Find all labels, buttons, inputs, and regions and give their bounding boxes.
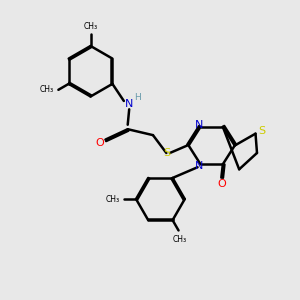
Text: S: S (259, 126, 266, 136)
Text: H: H (134, 93, 141, 102)
Text: N: N (195, 120, 203, 130)
Text: N: N (195, 161, 203, 171)
Text: CH₃: CH₃ (106, 194, 120, 203)
Text: CH₃: CH₃ (173, 235, 187, 244)
Text: O: O (217, 178, 226, 189)
Text: CH₃: CH₃ (83, 22, 98, 31)
Text: S: S (163, 148, 170, 158)
Text: O: O (96, 138, 104, 148)
Text: N: N (125, 99, 134, 109)
Text: CH₃: CH₃ (40, 85, 54, 94)
